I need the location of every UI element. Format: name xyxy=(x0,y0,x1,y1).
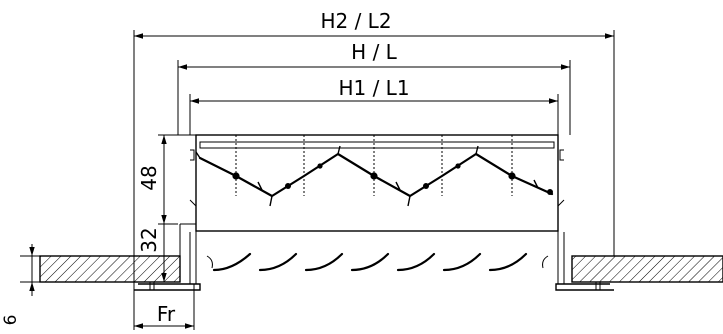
damper-linkage xyxy=(195,135,554,207)
dimension-label-6: 6 xyxy=(1,315,21,326)
grille-housing xyxy=(134,134,614,291)
dimension-label-fr: Fr xyxy=(157,302,176,326)
louver-blades xyxy=(206,252,549,272)
pivot-icon xyxy=(317,163,323,169)
dimension-ceiling-thickness: 6 xyxy=(1,244,40,325)
dimension-inner-width: H1 / L1 xyxy=(189,76,559,135)
dimension-label-h-l: H / L xyxy=(351,40,397,64)
dimension-outer-width: H2 / L2 xyxy=(133,9,615,290)
ceiling-slab-left xyxy=(39,255,181,283)
dimension-heights: 48 32 xyxy=(137,134,196,282)
dimension-frame-width: Fr xyxy=(133,284,195,330)
pivot-icon xyxy=(547,189,553,195)
dimension-label-h1-l1: H1 / L1 xyxy=(338,76,409,100)
dimension-label-32: 32 xyxy=(137,227,161,252)
ceiling-slab-right xyxy=(571,255,723,283)
dimension-label-h2-l2: H2 / L2 xyxy=(320,9,391,33)
pivot-icon xyxy=(455,163,461,169)
pivot-icon xyxy=(285,183,291,189)
dimension-nominal-width: H / L xyxy=(177,40,571,135)
pivot-icon xyxy=(423,183,429,189)
dimension-label-48: 48 xyxy=(137,165,161,190)
